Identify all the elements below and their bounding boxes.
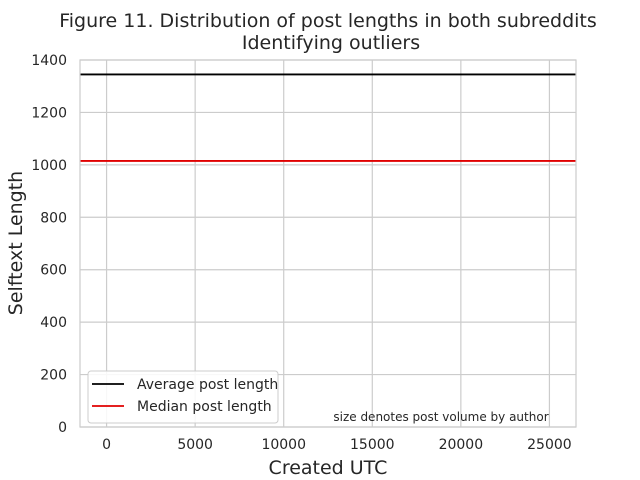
x-tick-label: 25000	[527, 437, 572, 453]
legend-label: Average post length	[137, 377, 278, 393]
x-tick-label: 10000	[261, 437, 306, 453]
y-tick-label: 1400	[31, 53, 67, 69]
y-tick-label: 0	[58, 420, 67, 436]
chart-subtitle: Identifying outliers	[242, 32, 420, 54]
x-axis-label: Created UTC	[269, 457, 388, 479]
x-tick-label: 5000	[177, 437, 213, 453]
y-tick-label: 600	[40, 263, 67, 279]
y-tick-label: 400	[40, 315, 67, 331]
y-tick-label: 800	[40, 210, 67, 226]
y-tick-label: 1000	[31, 158, 67, 174]
y-axis-ticks: 0 200 400 600 800 1000 1200 1400	[31, 53, 67, 436]
legend-box	[87, 370, 279, 424]
plot-area	[80, 60, 576, 427]
x-tick-label: 15000	[350, 437, 395, 453]
annotation: size denotes post volume by author	[333, 410, 548, 424]
x-tick-label: 0	[102, 437, 111, 453]
y-tick-label: 200	[40, 368, 67, 384]
x-axis-ticks: 0 5000 10000 15000 20000 25000	[102, 437, 572, 453]
x-tick-label: 20000	[439, 437, 484, 453]
plot-frame	[79, 59, 577, 428]
legend-label: Median post length	[137, 399, 272, 415]
chart-title: Figure 11. Distribution of post lengths …	[59, 10, 597, 32]
y-tick-label: 1200	[31, 105, 67, 121]
legend: Average post length Median post length	[87, 370, 279, 424]
y-axis-label: Selftext Length	[5, 171, 27, 315]
reference-lines	[80, 73, 576, 162]
